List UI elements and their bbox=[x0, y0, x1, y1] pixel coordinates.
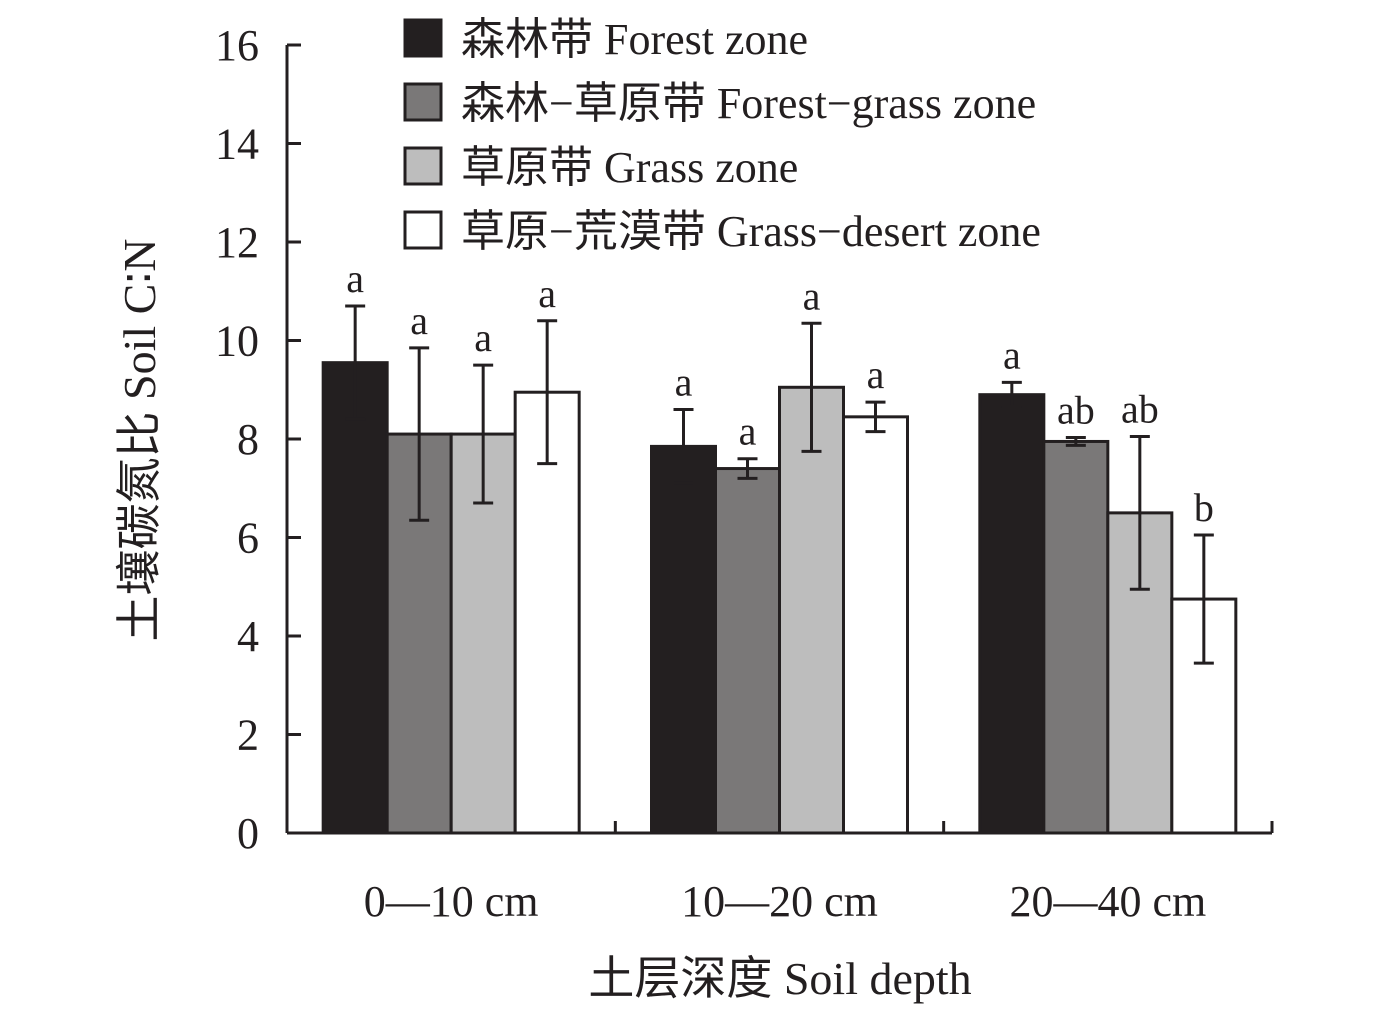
bar bbox=[513, 390, 581, 835]
y-tick-label: 12 bbox=[215, 218, 259, 267]
legend: 森林带 Forest zone 森林−草原带 Forest−grass zone 草… bbox=[403, 15, 1041, 256]
x-axis-title: 土层深度 Soil depth bbox=[588, 953, 971, 1004]
bar bbox=[1042, 439, 1110, 835]
legend-label: 森林带 Forest zone bbox=[461, 15, 808, 64]
significance-label: a bbox=[867, 352, 885, 397]
legend-label: 草原−荒漠带 Grass−desert zone bbox=[461, 207, 1041, 256]
y-axis-title: 土壤碳氮比 Soil C∶N bbox=[114, 238, 165, 641]
significance-label: a bbox=[410, 298, 428, 343]
x-category-label: 10—20 cm bbox=[681, 877, 878, 926]
significance-label: ab bbox=[1121, 387, 1159, 432]
significance-label: a bbox=[803, 273, 821, 318]
y-tick-label: 4 bbox=[237, 612, 259, 661]
significance-label: ab bbox=[1057, 388, 1095, 433]
significance-label: a bbox=[474, 315, 492, 360]
y-tick-label: 14 bbox=[215, 120, 259, 169]
y-tick-label: 6 bbox=[237, 514, 259, 563]
significance-label: a bbox=[346, 256, 364, 301]
significance-label: a bbox=[538, 271, 556, 316]
bar bbox=[842, 415, 909, 835]
legend-label: 草原带 Grass zone bbox=[461, 143, 798, 192]
significance-label: b bbox=[1194, 485, 1214, 530]
bar bbox=[321, 361, 389, 835]
x-category-label: 20—40 cm bbox=[1009, 877, 1206, 926]
error-bars bbox=[345, 304, 1214, 665]
bar bbox=[714, 467, 781, 835]
y-tick-label: 16 bbox=[215, 21, 259, 70]
y-tick-label: 10 bbox=[215, 317, 259, 366]
axes: 0 2 4 6 8 10 12 14 16 0—10 cm 10—20 cm 20—40 cm bbox=[215, 21, 1274, 926]
bar bbox=[650, 444, 717, 835]
y-tick-label: 2 bbox=[237, 711, 259, 760]
bar bbox=[778, 385, 845, 835]
legend-swatch bbox=[403, 146, 443, 186]
bar-groups bbox=[321, 361, 1238, 835]
legend-swatch bbox=[403, 210, 443, 250]
y-tick-label: 0 bbox=[237, 809, 259, 858]
legend-swatch bbox=[403, 82, 443, 122]
significance-label: a bbox=[675, 359, 693, 404]
x-category-label: 0—10 cm bbox=[364, 877, 539, 926]
y-tick-label: 8 bbox=[237, 415, 259, 464]
legend-label: 森林−草原带 Forest−grass zone bbox=[461, 79, 1036, 128]
significance-label: a bbox=[1003, 332, 1021, 377]
bar bbox=[978, 393, 1046, 835]
legend-swatch bbox=[403, 18, 443, 58]
significance-label: a bbox=[739, 409, 757, 454]
